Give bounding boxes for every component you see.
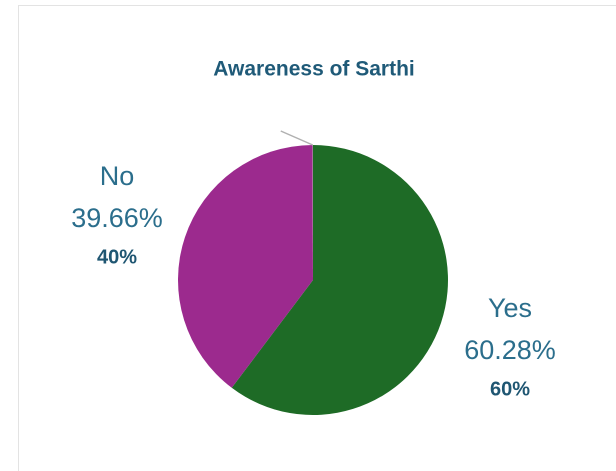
- pie-slice: [178, 145, 313, 388]
- slice-label: Yes: [488, 293, 532, 323]
- pie-slice: [231, 145, 448, 416]
- chart-title: Awareness of Sarthi: [213, 58, 415, 81]
- slice-percent-label: 40%: [97, 246, 137, 268]
- leader-line: [280, 130, 314, 146]
- slice-label: No: [100, 161, 135, 191]
- slice-value-label: 60.28%: [464, 335, 556, 365]
- slice-percent-label: 60%: [490, 378, 530, 400]
- slice-value-label: 39.66%: [71, 203, 163, 233]
- pie-slice: [312, 145, 313, 280]
